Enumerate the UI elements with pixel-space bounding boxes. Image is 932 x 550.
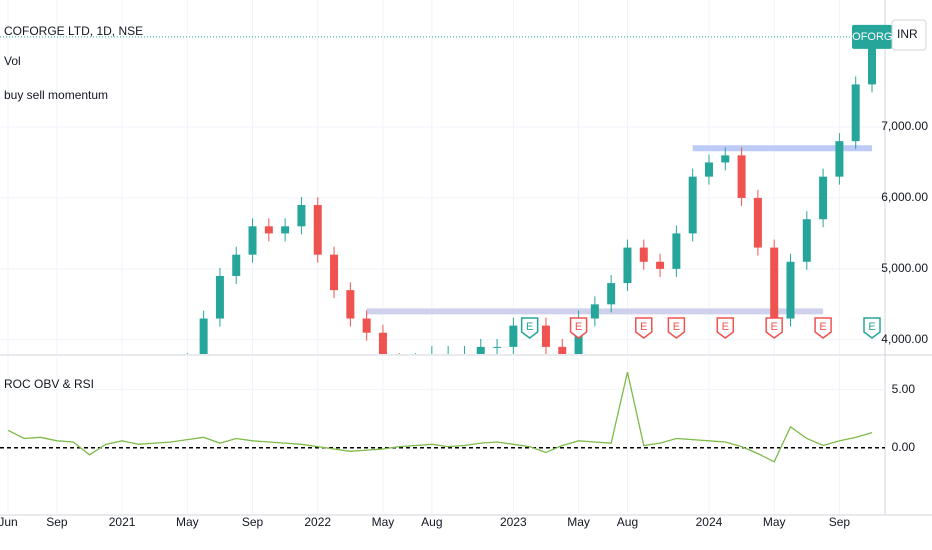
candle	[102, 439, 110, 446]
candle	[590, 304, 599, 319]
x-tick-label: Aug	[617, 515, 638, 529]
y-tick-label: 6,000.00	[881, 190, 928, 204]
candle	[737, 155, 746, 198]
candle	[607, 283, 616, 305]
main-pane	[0, 0, 885, 503]
indicator-label: buy sell momentum	[4, 88, 108, 102]
candle	[476, 346, 485, 354]
y-tick-label: 5.00	[892, 382, 916, 396]
candle	[151, 418, 159, 425]
candle	[248, 226, 257, 255]
x-tick-label: Jun	[0, 515, 18, 529]
earnings-marker	[716, 317, 735, 339]
earnings-marker	[569, 317, 588, 339]
indicator-pane	[0, 357, 885, 513]
candle	[362, 318, 371, 333]
earnings-label: E	[819, 321, 826, 333]
candle	[868, 36, 876, 85]
symbol-tag-box	[852, 24, 892, 49]
y-tick-label: 5,000.00	[881, 261, 928, 275]
x-tick-label: May	[372, 515, 395, 529]
candle	[378, 332, 387, 354]
earnings-label: E	[526, 321, 533, 333]
candle	[281, 226, 290, 234]
candle	[672, 233, 681, 269]
candle	[688, 176, 697, 234]
candle	[835, 141, 844, 177]
candle	[623, 247, 632, 284]
candle	[20, 489, 28, 503]
indicator-label: Vol	[4, 54, 21, 68]
earnings-marker	[667, 317, 686, 339]
candle	[541, 325, 550, 347]
candle	[167, 404, 175, 418]
chart-title: COFORGE LTD, 1D, NSE	[4, 24, 143, 38]
candle	[786, 261, 795, 319]
x-tick-label: 2021	[109, 515, 136, 529]
candle	[313, 205, 322, 255]
candle	[802, 219, 811, 262]
candle	[37, 475, 45, 489]
earnings-marker	[814, 317, 832, 339]
earnings-label: E	[722, 321, 729, 333]
x-tick-label: 2023	[500, 515, 527, 529]
x-tick-label: 2024	[696, 515, 723, 529]
currency[interactable]: INR	[897, 27, 918, 41]
candle	[134, 425, 142, 432]
x-tick-label: 2022	[304, 515, 331, 529]
candle	[770, 247, 779, 319]
x-tick-label: May	[763, 515, 786, 529]
x-tick-label: May	[567, 515, 590, 529]
candle	[69, 453, 77, 467]
overlay: Jun Sep 2021 May Sep 2022 May Aug 2023 May Aug 2024…	[0, 24, 928, 529]
earnings-label: E	[640, 321, 647, 333]
earnings-label: E	[575, 321, 582, 333]
candle	[346, 290, 355, 319]
earnings-marker	[765, 317, 783, 339]
candle	[753, 197, 762, 248]
indicator-title: ROC OBV & RSI	[4, 377, 94, 391]
indicator-line	[7, 371, 873, 463]
earnings-label: E	[673, 321, 680, 333]
candle	[639, 247, 648, 262]
candle	[721, 155, 730, 163]
candle	[412, 361, 420, 368]
x-tick-label: Sep	[829, 515, 851, 529]
candle	[819, 176, 828, 220]
candle	[215, 275, 224, 319]
candle	[199, 318, 208, 354]
earnings-label: E	[771, 321, 778, 333]
candle	[395, 361, 403, 368]
candle	[656, 261, 665, 269]
currency-box[interactable]	[891, 19, 927, 51]
x-tick-label: May	[176, 515, 199, 529]
x-tick-label: Aug	[421, 515, 442, 529]
earnings-marker	[635, 317, 653, 339]
candle	[297, 205, 306, 227]
x-tick-label: Sep	[46, 515, 68, 529]
candle	[851, 84, 860, 142]
x-tick-label: Sep	[242, 515, 264, 529]
candle	[509, 325, 518, 347]
earnings-marker	[863, 317, 881, 339]
candle	[704, 162, 713, 177]
earnings-label: E	[868, 321, 875, 333]
earnings-marker	[520, 317, 539, 339]
candle	[264, 226, 273, 234]
candle	[493, 346, 502, 348]
candle	[232, 254, 241, 276]
candle	[330, 254, 339, 291]
y-tick-label: 7,000.00	[881, 119, 928, 133]
y-tick-label: 4,000.00	[881, 332, 928, 346]
y-tick-label: 0.00	[892, 440, 916, 454]
candle	[558, 346, 567, 354]
symbol-tag: COFORGE	[844, 31, 900, 43]
